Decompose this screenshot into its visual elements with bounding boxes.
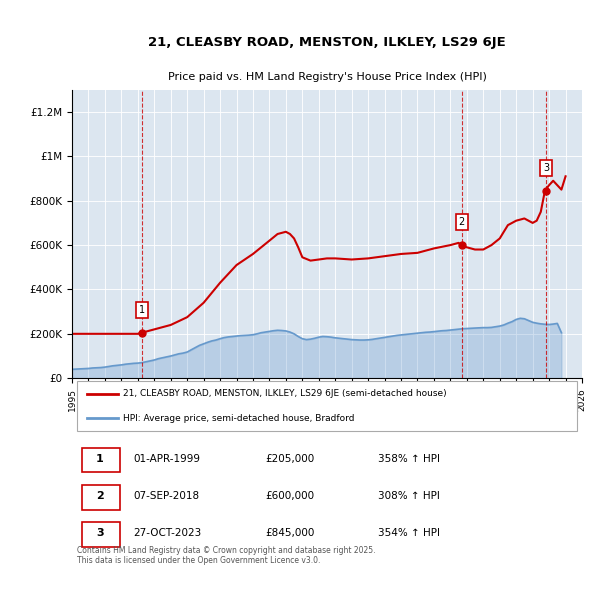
Text: Price paid vs. HM Land Registry's House Price Index (HPI): Price paid vs. HM Land Registry's House …	[167, 72, 487, 82]
FancyBboxPatch shape	[82, 522, 121, 548]
Text: £845,000: £845,000	[266, 529, 315, 539]
Text: £600,000: £600,000	[266, 491, 315, 501]
Text: 21, CLEASBY ROAD, MENSTON, ILKLEY, LS29 6JE: 21, CLEASBY ROAD, MENSTON, ILKLEY, LS29 …	[148, 36, 506, 49]
Text: 358% ↑ HPI: 358% ↑ HPI	[378, 454, 440, 464]
Text: 308% ↑ HPI: 308% ↑ HPI	[378, 491, 440, 501]
Text: 01-APR-1999: 01-APR-1999	[133, 454, 200, 464]
Text: £205,000: £205,000	[266, 454, 315, 464]
Text: 3: 3	[96, 529, 104, 539]
FancyBboxPatch shape	[77, 381, 577, 431]
Text: 27-OCT-2023: 27-OCT-2023	[133, 529, 202, 539]
Text: HPI: Average price, semi-detached house, Bradford: HPI: Average price, semi-detached house,…	[123, 414, 355, 422]
Text: Contains HM Land Registry data © Crown copyright and database right 2025.
This d: Contains HM Land Registry data © Crown c…	[77, 546, 376, 565]
FancyBboxPatch shape	[82, 448, 121, 473]
Text: 3: 3	[543, 163, 549, 173]
Text: 2: 2	[458, 217, 465, 227]
Text: 2: 2	[96, 491, 104, 501]
Text: 21, CLEASBY ROAD, MENSTON, ILKLEY, LS29 6JE (semi-detached house): 21, CLEASBY ROAD, MENSTON, ILKLEY, LS29 …	[123, 389, 446, 398]
FancyBboxPatch shape	[82, 485, 121, 510]
Text: 354% ↑ HPI: 354% ↑ HPI	[378, 529, 440, 539]
Text: 07-SEP-2018: 07-SEP-2018	[133, 491, 199, 501]
Text: 1: 1	[139, 305, 145, 315]
Text: 1: 1	[96, 454, 104, 464]
